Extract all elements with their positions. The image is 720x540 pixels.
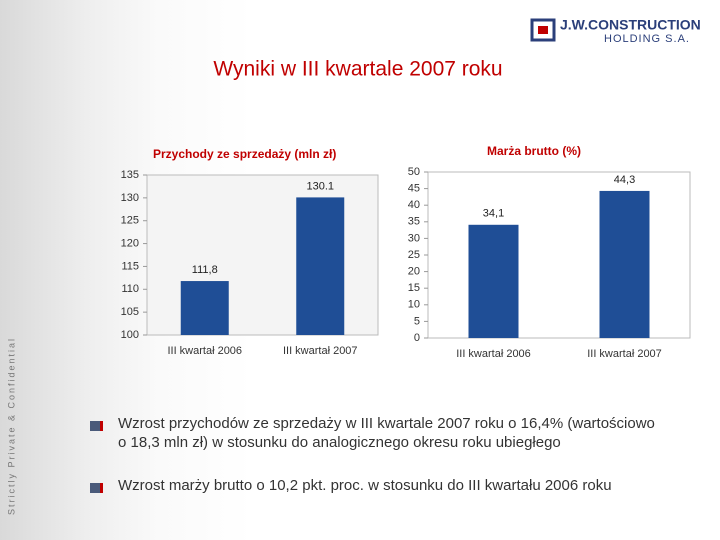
charts: Przychody ze sprzedaży (mln zł)100105110… bbox=[121, 144, 691, 360]
value-label: 130.1 bbox=[306, 180, 334, 192]
slide-title: Wyniki w III kwartale 2007 roku bbox=[213, 58, 502, 81]
bar bbox=[468, 224, 519, 338]
y-tick-label: 15 bbox=[408, 282, 420, 294]
bullet-text: Wzrost przychodów ze sprzedaży w III kwa… bbox=[118, 415, 655, 451]
x-tick-label: III kwartał 2007 bbox=[587, 348, 662, 360]
y-tick-label: 100 bbox=[121, 329, 139, 341]
value-label: 111,8 bbox=[192, 264, 218, 276]
y-tick-label: 25 bbox=[408, 249, 420, 261]
side-text: Strictly Private & Confidential bbox=[6, 337, 16, 515]
logo-subtitle: HOLDING S.A. bbox=[604, 33, 690, 45]
bullet-icon bbox=[90, 421, 103, 431]
y-tick-label: 125 bbox=[121, 215, 139, 227]
value-label: 44,3 bbox=[614, 174, 635, 186]
x-tick-label: III kwartał 2006 bbox=[456, 348, 531, 360]
y-tick-label: 135 bbox=[121, 169, 139, 181]
y-tick-label: 5 bbox=[414, 315, 420, 327]
y-tick-label: 130 bbox=[121, 192, 139, 204]
x-tick-label: III kwartał 2007 bbox=[283, 345, 358, 357]
bar bbox=[296, 197, 345, 335]
y-tick-label: 30 bbox=[408, 232, 420, 244]
bullet-text: Wzrost marży brutto o 10,2 pkt. proc. w … bbox=[118, 477, 612, 494]
bar bbox=[599, 190, 650, 338]
plot-area bbox=[427, 171, 691, 339]
y-tick-label: 35 bbox=[408, 216, 420, 228]
bar bbox=[180, 281, 229, 335]
bullet-icon bbox=[90, 483, 103, 493]
logo-icon bbox=[530, 18, 556, 42]
y-tick-label: 50 bbox=[408, 166, 420, 178]
y-tick-label: 115 bbox=[121, 260, 139, 272]
y-tick-label: 40 bbox=[408, 199, 420, 211]
chart-title: Marża brutto (%) bbox=[487, 144, 581, 158]
y-tick-label: 105 bbox=[121, 306, 139, 318]
y-tick-label: 120 bbox=[121, 237, 139, 249]
y-tick-label: 45 bbox=[408, 183, 420, 195]
y-tick-label: 10 bbox=[408, 299, 420, 311]
y-tick-label: 0 bbox=[414, 332, 420, 344]
y-tick-label: 110 bbox=[121, 283, 139, 295]
logo-icon-inner bbox=[538, 26, 548, 34]
x-tick-label: III kwartał 2006 bbox=[167, 345, 242, 357]
chart-title: Przychody ze sprzedaży (mln zł) bbox=[153, 147, 336, 161]
y-tick-label: 20 bbox=[408, 266, 420, 278]
logo-name: J.W.CONSTRUCTION bbox=[560, 17, 701, 33]
value-label: 34,1 bbox=[483, 208, 504, 220]
